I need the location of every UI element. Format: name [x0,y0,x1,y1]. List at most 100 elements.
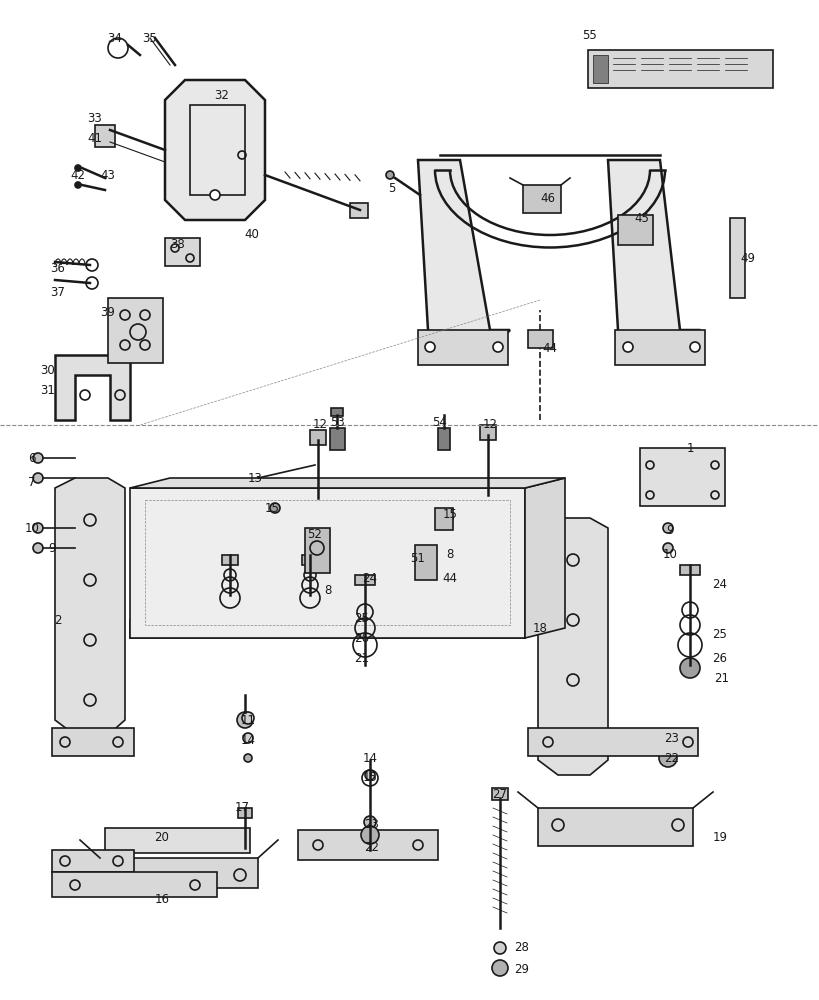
Text: 21: 21 [354,652,369,664]
Text: 29: 29 [514,963,529,976]
Text: 25: 25 [354,611,369,624]
Text: 5: 5 [388,182,396,195]
Circle shape [33,523,43,533]
Text: 49: 49 [740,251,754,264]
Bar [414,545,437,580]
Circle shape [75,165,81,171]
Text: 30: 30 [41,363,56,376]
Bar [479,425,495,440]
Bar [587,50,772,88]
Text: 11: 11 [240,714,256,726]
Text: 19: 19 [712,831,726,844]
Circle shape [237,712,253,728]
Bar [238,808,251,818]
Bar [100,858,258,888]
Bar [108,298,163,363]
Bar [329,428,345,450]
Text: 27: 27 [492,788,507,801]
Text: 14: 14 [362,752,377,764]
Bar [305,528,329,573]
Text: 13: 13 [247,472,262,485]
Polygon shape [607,160,697,350]
Text: 37: 37 [51,286,66,298]
Polygon shape [418,160,509,350]
Text: 52: 52 [307,528,322,542]
Text: 6: 6 [28,452,36,464]
Text: 10: 10 [662,548,676,562]
Bar [52,872,217,897]
Text: 1: 1 [686,442,693,454]
Circle shape [360,826,378,844]
Bar [592,55,607,83]
Text: 7: 7 [28,476,36,488]
Text: 26: 26 [354,632,369,645]
Circle shape [658,749,676,767]
Bar [355,575,374,585]
Text: 8: 8 [446,548,453,562]
Text: 24: 24 [712,578,726,591]
Circle shape [386,171,393,179]
Bar [437,428,450,450]
Text: 32: 32 [215,89,229,102]
Text: 36: 36 [51,261,66,274]
Polygon shape [537,518,607,775]
Circle shape [424,342,434,352]
Text: 41: 41 [88,132,102,145]
Text: 12: 12 [482,418,497,432]
Text: 20: 20 [154,831,170,844]
Text: 15: 15 [442,508,457,522]
Text: 33: 33 [88,112,102,125]
Text: 12: 12 [312,418,327,432]
Polygon shape [165,80,265,220]
Text: 55: 55 [582,29,597,42]
Text: 22: 22 [663,752,679,764]
Text: 25: 25 [712,629,726,642]
Bar [434,508,452,530]
Text: 26: 26 [712,652,726,664]
Circle shape [679,658,699,678]
Text: 45: 45 [634,212,649,225]
Text: 2: 2 [54,613,61,626]
Circle shape [244,754,251,762]
Bar [190,105,245,195]
Bar [105,828,250,853]
Circle shape [689,342,699,352]
Bar [679,565,699,575]
Text: 21: 21 [713,672,729,684]
Circle shape [33,473,43,483]
Polygon shape [55,355,130,420]
Circle shape [210,190,219,200]
Text: 54: 54 [432,416,447,428]
Text: 16: 16 [154,893,170,906]
Bar [537,808,692,846]
Text: 44: 44 [442,572,457,584]
Polygon shape [524,478,564,638]
Bar [491,788,508,800]
Circle shape [492,342,502,352]
Bar [297,830,437,860]
Circle shape [493,942,505,954]
Text: 40: 40 [244,229,259,241]
Text: 14: 14 [240,734,256,746]
Text: 51: 51 [410,552,425,564]
Text: 42: 42 [70,169,85,182]
Text: 15: 15 [265,502,279,514]
Text: 10: 10 [25,522,39,534]
Polygon shape [350,203,368,218]
Polygon shape [95,125,115,147]
Text: 9: 9 [665,524,673,536]
Text: 38: 38 [170,238,185,251]
Text: 43: 43 [101,169,115,182]
Circle shape [491,960,508,976]
Text: 22: 22 [364,841,379,854]
Circle shape [242,712,254,724]
Circle shape [364,816,376,828]
Text: 9: 9 [48,542,56,554]
Bar [52,850,133,872]
Text: 8: 8 [324,584,331,596]
Text: 23: 23 [364,818,379,831]
Circle shape [269,503,279,513]
Bar [165,238,200,266]
Text: 35: 35 [143,32,157,45]
Circle shape [622,342,632,352]
